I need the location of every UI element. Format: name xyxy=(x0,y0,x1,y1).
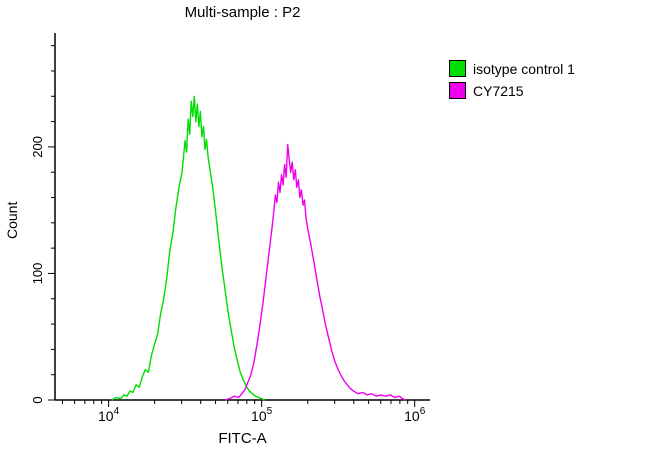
x-axis-title: FITC-A xyxy=(218,430,267,447)
legend-swatch-cy7215-icon xyxy=(449,82,466,99)
legend-label-isotype-control: isotype control 1 xyxy=(473,60,575,77)
legend-label-cy7215: CY7215 xyxy=(473,82,524,99)
y-tick-label: 100 xyxy=(30,263,45,285)
histogram-curve-CY7215 xyxy=(224,143,406,401)
x-tick-label: 106 xyxy=(404,406,426,424)
legend-swatch-isotype-control-icon xyxy=(449,60,466,77)
plot-title: Multi-sample : P2 xyxy=(184,4,301,21)
y-tick-label: 200 xyxy=(30,136,45,158)
legend-item-isotype-control: isotype control 1 xyxy=(449,60,575,77)
y-tick-label: 0 xyxy=(30,396,45,403)
x-tick-label: 105 xyxy=(251,406,273,424)
histogram-curve-isotype-control-1 xyxy=(111,95,265,401)
legend-item-cy7215: CY7215 xyxy=(449,82,575,99)
x-tick-label: 104 xyxy=(98,406,120,424)
legend: isotype control 1 CY7215 xyxy=(449,60,575,104)
